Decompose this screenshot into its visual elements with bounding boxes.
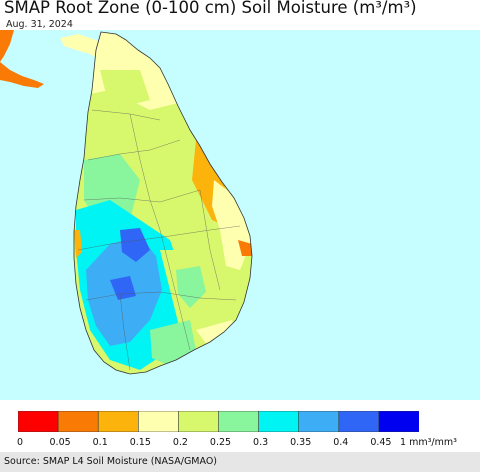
legend-swatch-3	[138, 411, 180, 432]
legend-tick-4: 0.2	[172, 437, 188, 448]
zone-sw-deep-2	[110, 276, 136, 300]
legend-tick-6: 0.3	[253, 437, 269, 448]
legend-swatch-0	[18, 411, 59, 432]
legend-tick-0: 0	[16, 437, 24, 448]
zone-sw-deep	[120, 228, 150, 262]
legend-tick-3: 0.15	[129, 437, 151, 448]
district-boundaries	[77, 109, 241, 371]
legend-swatch-4	[178, 411, 220, 432]
legend-tick-9: 0.45	[370, 437, 392, 448]
legend-swatch-2	[97, 411, 139, 432]
legend-swatch-6	[258, 411, 300, 432]
legend-swatch-7	[298, 411, 340, 432]
legend-tick-2: 0.1	[92, 437, 108, 448]
legend-swatch-9	[378, 411, 419, 432]
source-footer	[0, 452, 480, 472]
legend-unit: 1 mm³/mm³	[400, 437, 457, 448]
source-text: Source: SMAP L4 Soil Moisture (NASA/GMAO…	[4, 456, 218, 467]
legend-colorbar	[18, 411, 419, 432]
zone-south-mint	[150, 320, 196, 366]
legend-swatch-5	[218, 411, 260, 432]
zone-east-red	[238, 240, 252, 256]
legend-swatch-1	[57, 411, 99, 432]
zone-west-orange	[74, 230, 82, 258]
soil-moisture-map	[0, 30, 480, 400]
india-coast	[0, 30, 14, 62]
legend-tick-1: 0.05	[49, 437, 71, 448]
india-coast-land	[0, 62, 44, 88]
legend-tick-5: 0.25	[209, 437, 232, 448]
map-title: SMAP Root Zone (0-100 cm) Soil Moisture …	[4, 0, 417, 17]
legend-tick-8: 0.4	[333, 437, 349, 448]
zone-north-patch	[100, 70, 150, 110]
map-date: Aug. 31, 2024	[6, 19, 73, 30]
island-outline	[73, 31, 253, 375]
zone-se-mint	[176, 266, 206, 308]
legend-swatch-8	[338, 411, 380, 432]
legend-tick-7: 0.35	[290, 437, 312, 448]
